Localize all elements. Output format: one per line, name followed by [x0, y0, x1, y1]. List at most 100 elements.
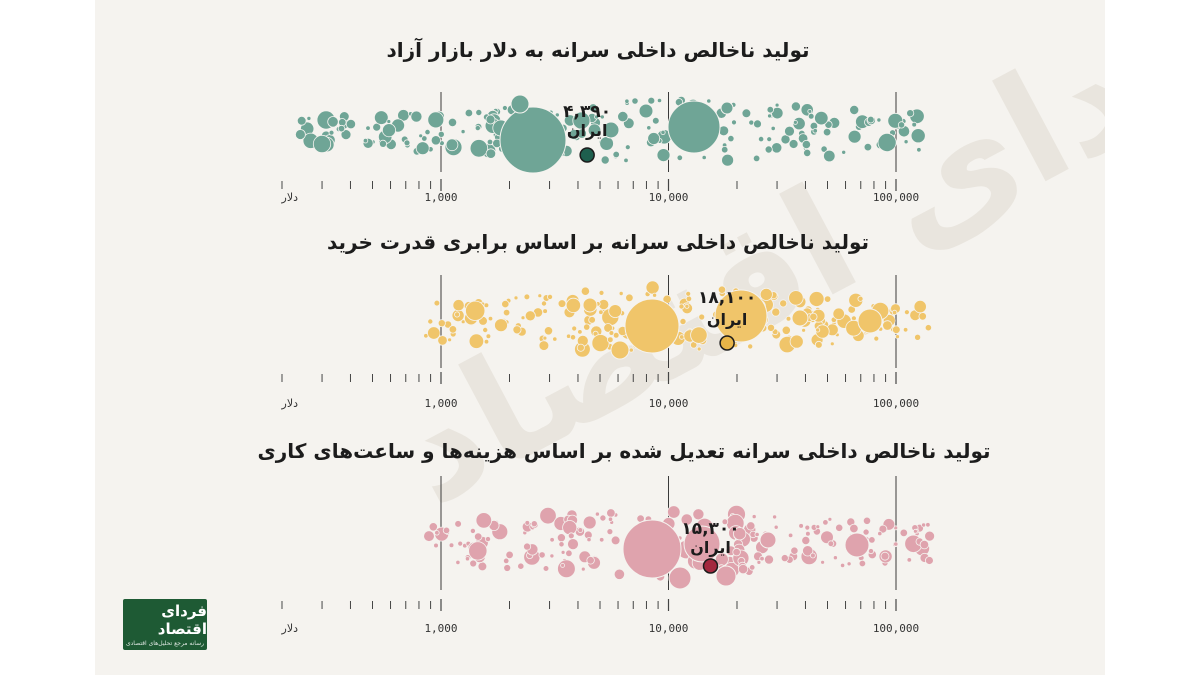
bubble-cluster — [423, 280, 933, 360]
country-bubble — [327, 116, 339, 128]
country-bubble — [911, 121, 917, 128]
country-bubble — [807, 109, 813, 114]
country-bubble — [591, 334, 610, 353]
country-bubble — [814, 340, 823, 349]
country-bubble — [474, 125, 481, 132]
country-bubble — [542, 308, 548, 314]
country-bubble — [587, 123, 602, 137]
iran-value-label: ۱۵,۳۰۰ — [681, 519, 739, 539]
country-bubble — [685, 290, 692, 297]
country-bubble — [475, 109, 483, 117]
country-bubble — [454, 311, 461, 318]
country-bubble — [863, 142, 873, 152]
country-bubble — [557, 559, 576, 579]
country-bubble — [913, 299, 927, 314]
country-bubble — [598, 309, 604, 315]
country-bubble — [599, 514, 607, 522]
country-bubble — [906, 109, 915, 118]
country-bubble — [877, 530, 883, 537]
country-bubble — [903, 139, 909, 145]
country-bubble — [524, 310, 536, 322]
country-bubble — [483, 339, 490, 345]
country-bubble — [328, 129, 335, 136]
country-bubble — [427, 326, 441, 340]
country-bubble — [562, 520, 578, 536]
country-bubble — [469, 559, 478, 568]
country-bubble — [582, 515, 597, 530]
country-bubble — [468, 541, 488, 561]
country-bubble — [832, 555, 838, 561]
country-bubble — [868, 536, 876, 544]
country-bubble — [773, 524, 779, 530]
country-bubble — [732, 547, 741, 557]
country-bubble — [690, 326, 708, 344]
country-bubble — [428, 522, 438, 532]
country-bubble — [756, 560, 762, 565]
country-bubble — [780, 554, 789, 563]
country-bubble — [337, 124, 346, 133]
country-bubble — [656, 148, 671, 163]
country-bubble — [877, 132, 897, 152]
country-bubble — [552, 336, 558, 342]
chart-title: تولید ناخالص داخلی سرانه تعدیل شده بر اس… — [257, 439, 990, 463]
country-bubble — [427, 318, 434, 325]
country-bubble — [541, 300, 548, 307]
country-bubble — [294, 129, 306, 140]
country-bubble — [803, 148, 812, 157]
country-bubble — [565, 297, 582, 313]
country-bubble — [741, 108, 752, 119]
tick-label: 1,000 — [424, 191, 457, 204]
country-bubble — [588, 103, 598, 113]
country-bubble — [815, 327, 821, 333]
country-bubble — [717, 285, 727, 294]
country-bubble — [485, 333, 492, 340]
country-bubble — [752, 154, 761, 163]
country-bubble — [925, 522, 931, 528]
iran-marker — [702, 558, 719, 574]
country-bubble — [721, 153, 734, 167]
iran-name-label: ایران — [690, 538, 731, 557]
country-bubble — [827, 516, 833, 522]
tick-label: 100,000 — [873, 622, 919, 635]
country-bubble — [542, 565, 550, 572]
country-bubble — [660, 129, 666, 135]
country-bubble — [586, 556, 595, 565]
country-bubble — [464, 556, 471, 562]
country-bubble — [683, 525, 721, 563]
country-bubble — [543, 326, 554, 336]
country-bubble — [557, 299, 567, 308]
country-bubble — [680, 513, 693, 526]
country-bubble — [764, 145, 773, 154]
country-bubble — [520, 315, 526, 321]
country-bubble — [667, 100, 721, 154]
country-bubble — [523, 542, 532, 551]
country-bubble — [788, 290, 804, 306]
country-bubble — [829, 341, 835, 347]
country-bubble — [482, 326, 489, 333]
country-bubble — [753, 119, 762, 129]
country-bubble — [721, 145, 729, 154]
country-bubble — [474, 532, 483, 541]
country-bubble — [631, 97, 639, 105]
bubble-cluster — [423, 504, 935, 590]
chart-title: تولید ناخالص داخلی سرانه به دلار بازار آ… — [387, 37, 810, 62]
country-bubble — [868, 548, 875, 555]
country-bubble — [701, 154, 707, 161]
country-bubble — [692, 508, 705, 521]
tick-label: 10,000 — [649, 622, 689, 635]
country-bubble — [455, 559, 461, 566]
country-bubble — [873, 335, 880, 342]
country-bubble — [576, 343, 585, 352]
country-bubble — [721, 518, 729, 526]
tick-label: 1,000 — [424, 622, 457, 635]
country-bubble — [727, 135, 735, 143]
country-bubble — [577, 329, 583, 335]
country-bubble — [737, 563, 749, 575]
country-bubble — [537, 293, 543, 299]
axis-unit-label: دلار — [281, 397, 299, 410]
country-bubble — [617, 111, 629, 123]
country-bubble — [767, 323, 776, 332]
country-bubble — [759, 287, 773, 301]
country-bubble — [759, 555, 765, 562]
country-bubble — [513, 295, 519, 301]
